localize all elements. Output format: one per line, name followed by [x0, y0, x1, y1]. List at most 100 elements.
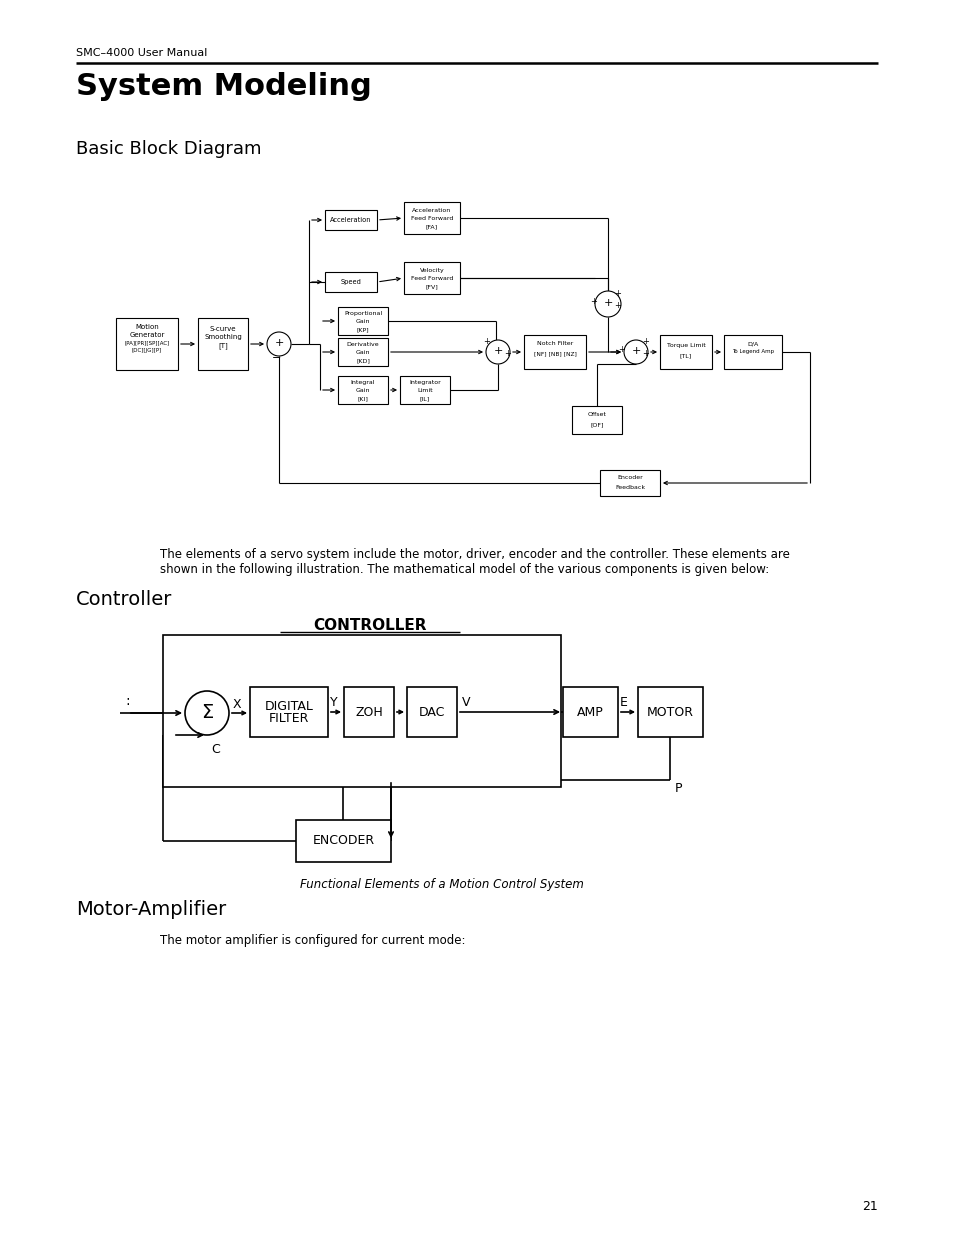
Text: Generator: Generator — [130, 332, 165, 338]
Text: Acceleration: Acceleration — [330, 217, 372, 224]
Text: Functional Elements of a Motion Control System: Functional Elements of a Motion Control … — [299, 878, 583, 890]
Text: Limit: Limit — [416, 388, 433, 393]
Circle shape — [623, 340, 647, 364]
Text: [KD]: [KD] — [355, 358, 370, 363]
Text: E: E — [619, 697, 627, 709]
Text: +: + — [642, 337, 649, 347]
Text: CONTROLLER: CONTROLLER — [313, 618, 426, 634]
Text: SMC–4000 User Manual: SMC–4000 User Manual — [76, 48, 207, 58]
Bar — [407, 687, 456, 737]
Text: +: + — [631, 346, 640, 356]
Text: [NF] [NB] [NZ]: [NF] [NB] [NZ] — [533, 351, 576, 356]
Text: +: + — [642, 350, 649, 358]
Bar — [403, 203, 459, 233]
Text: Y: Y — [330, 697, 337, 709]
Text: shown in the following illustration. The mathematical model of the various compo: shown in the following illustration. The… — [160, 563, 768, 576]
Text: 21: 21 — [862, 1200, 877, 1213]
Text: MOTOR: MOTOR — [646, 705, 693, 719]
Text: Feedback: Feedback — [615, 485, 644, 490]
Bar — [344, 687, 394, 737]
Text: +: + — [504, 350, 511, 358]
Text: P: P — [674, 782, 681, 795]
Bar — [337, 338, 388, 366]
Circle shape — [185, 692, 229, 735]
Bar — [325, 210, 376, 230]
Bar — [198, 317, 248, 370]
Text: Feed Forward: Feed Forward — [411, 275, 453, 282]
Bar — [562, 687, 618, 737]
Bar — [723, 335, 781, 369]
Bar — [599, 471, 659, 496]
Text: +: + — [483, 337, 490, 347]
Text: [FA]: [FA] — [425, 224, 437, 228]
Text: :: : — [125, 694, 130, 708]
Text: +: + — [602, 298, 612, 308]
Text: Gain: Gain — [355, 319, 370, 324]
Text: ENCODER: ENCODER — [313, 835, 375, 847]
Bar — [163, 635, 560, 787]
Text: Notch Filter: Notch Filter — [537, 341, 573, 346]
Text: The motor amplifier is configured for current mode:: The motor amplifier is configured for cu… — [160, 934, 465, 947]
Text: Encoder: Encoder — [617, 475, 642, 480]
Text: Torque Limit: Torque Limit — [666, 343, 704, 348]
Text: DIGITAL: DIGITAL — [264, 699, 314, 713]
Text: DAC: DAC — [418, 705, 445, 719]
Circle shape — [595, 291, 620, 317]
Text: [OF]: [OF] — [590, 422, 603, 427]
Text: Acceleration: Acceleration — [412, 207, 451, 212]
Text: [DC][JG][P]: [DC][JG][P] — [132, 348, 162, 353]
Text: [TL]: [TL] — [679, 353, 691, 358]
Text: Proportional: Proportional — [344, 311, 381, 316]
Text: Controller: Controller — [76, 590, 172, 609]
Text: +: + — [614, 301, 620, 310]
Text: +: + — [590, 298, 597, 306]
Text: Gain: Gain — [355, 388, 370, 393]
Text: Gain: Gain — [355, 350, 370, 354]
Text: Offset: Offset — [587, 412, 606, 417]
Text: Integrator: Integrator — [409, 380, 440, 385]
Bar — [403, 262, 459, 294]
Text: [IL]: [IL] — [419, 396, 430, 401]
Circle shape — [267, 332, 291, 356]
Bar — [295, 820, 391, 862]
Bar — [250, 687, 328, 737]
Text: +: + — [493, 346, 502, 356]
Text: [KP]: [KP] — [356, 327, 369, 332]
Text: X: X — [233, 698, 241, 710]
Text: Motion: Motion — [135, 324, 159, 330]
Text: −: − — [272, 353, 281, 363]
Bar — [572, 406, 621, 433]
Text: AMP: AMP — [577, 705, 603, 719]
Text: Integral: Integral — [351, 380, 375, 385]
Text: FILTER: FILTER — [269, 711, 309, 725]
Text: [KI]: [KI] — [357, 396, 368, 401]
Bar — [337, 308, 388, 335]
Text: Feed Forward: Feed Forward — [411, 216, 453, 221]
Bar — [659, 335, 711, 369]
Text: [FV]: [FV] — [425, 284, 438, 289]
Text: To Legend Amp: To Legend Amp — [731, 350, 773, 354]
Text: ZOH: ZOH — [355, 705, 382, 719]
Text: V: V — [461, 697, 470, 709]
Text: S-curve: S-curve — [210, 326, 236, 332]
Text: +: + — [274, 338, 283, 348]
Text: +: + — [614, 289, 620, 299]
Bar — [523, 335, 585, 369]
Circle shape — [485, 340, 510, 364]
Bar — [337, 375, 388, 404]
Text: +: + — [618, 346, 625, 354]
Text: Derivative: Derivative — [346, 342, 379, 347]
Bar — [116, 317, 178, 370]
Text: D/A: D/A — [746, 341, 758, 346]
Text: Σ: Σ — [201, 704, 213, 722]
Text: Smoothing: Smoothing — [204, 333, 242, 340]
Text: C: C — [211, 743, 219, 756]
Text: [PA][PR][SP][AC]: [PA][PR][SP][AC] — [124, 340, 170, 345]
Text: System Modeling: System Modeling — [76, 72, 372, 101]
Text: Basic Block Diagram: Basic Block Diagram — [76, 140, 261, 158]
Text: Velocity: Velocity — [419, 268, 444, 273]
Text: [T]: [T] — [218, 342, 228, 348]
Text: The elements of a servo system include the motor, driver, encoder and the contro: The elements of a servo system include t… — [160, 548, 789, 561]
Bar — [638, 687, 702, 737]
Text: Motor-Amplifier: Motor-Amplifier — [76, 900, 226, 919]
